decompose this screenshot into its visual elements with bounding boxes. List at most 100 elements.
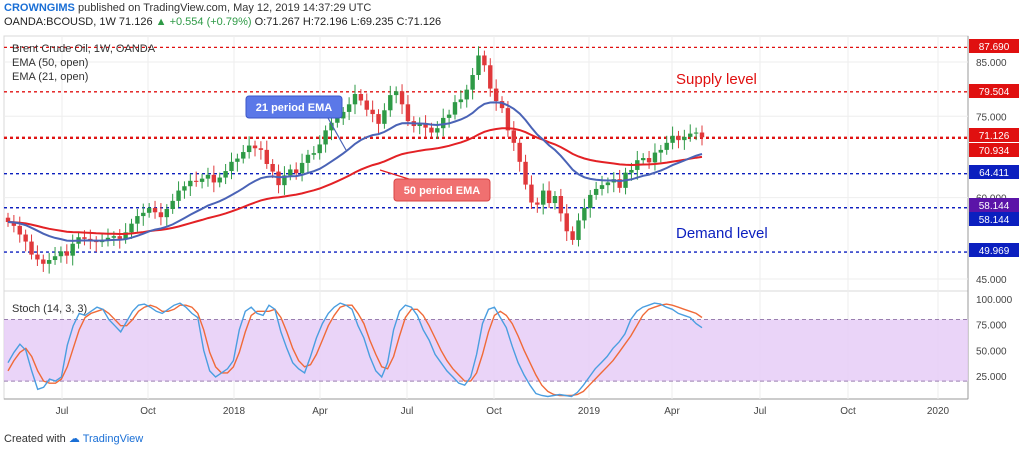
x-tick-label: Apr <box>664 406 680 417</box>
candle-down <box>488 65 493 89</box>
candle-down <box>41 259 46 264</box>
x-tick-label: 2020 <box>927 406 950 417</box>
candle-up <box>176 190 181 201</box>
ema50-callout: 50 period EMA <box>379 169 491 202</box>
candle-up <box>146 207 152 213</box>
candle-up <box>323 130 328 145</box>
stoch-k-line <box>7 302 703 398</box>
author-name[interactable]: CROWNGIMS <box>4 2 75 14</box>
horizontal-levels <box>4 46 968 253</box>
candle-down <box>82 237 87 239</box>
candle-up <box>329 122 334 131</box>
x-tick-label: Jul <box>754 406 767 417</box>
candle-down <box>646 158 652 163</box>
candle-down <box>511 130 516 143</box>
candle-down <box>17 225 22 235</box>
level-tag <box>969 243 1019 257</box>
candle-up <box>129 223 134 233</box>
open-value: O:71.267 <box>254 16 300 28</box>
level-tag <box>969 84 1019 98</box>
candle-down <box>258 148 264 150</box>
candle-up <box>317 144 322 154</box>
ema-lines <box>7 101 703 242</box>
candle-up <box>288 169 293 176</box>
ema21-pointer <box>327 117 347 151</box>
price-change: ▲ +0.554 (+0.79%) <box>155 16 252 28</box>
legend-ema21: EMA (21, open) <box>12 71 88 83</box>
ema21-callout: 21 period EMA <box>245 95 347 151</box>
candle-up <box>464 89 469 100</box>
candle-down <box>64 251 70 256</box>
footer-brand[interactable]: TradingView <box>82 433 144 445</box>
candle-up <box>458 99 464 103</box>
candle-up <box>476 55 481 76</box>
level-tag <box>969 212 1019 226</box>
tradingview-icon: ☁ <box>68 433 80 445</box>
candle-up <box>70 243 75 256</box>
candle-up <box>241 152 246 159</box>
candle-up <box>688 133 693 137</box>
candle-up <box>582 207 587 221</box>
level-tag-label: 87.690 <box>979 42 1010 53</box>
level-tag-label: 49.969 <box>979 246 1010 257</box>
candle-up <box>335 118 340 123</box>
ema50-pointer <box>379 169 413 181</box>
candle-down <box>505 108 511 131</box>
close-value: C:71.126 <box>396 16 442 28</box>
candle-up <box>188 180 193 187</box>
ema50-box-label: 50 period EMA <box>404 185 480 197</box>
stoch-label: Stoch (14, 3, 3) <box>12 303 87 315</box>
candles[interactable] <box>5 46 705 274</box>
ema21-line <box>7 101 703 242</box>
candle-up <box>299 162 305 174</box>
candle-down <box>270 163 275 172</box>
candle-up <box>235 158 240 162</box>
candle-down <box>364 100 369 110</box>
candle-down <box>558 195 564 214</box>
y-tick-label: 75.000 <box>976 112 1007 123</box>
candle-down <box>293 169 299 174</box>
candle-up <box>446 114 452 118</box>
stoch-overbought-band <box>4 319 968 382</box>
footer-created: Created with <box>4 433 66 445</box>
candle-down <box>358 94 364 101</box>
x-tick-label: Jul <box>401 406 414 417</box>
candle-up <box>576 220 581 240</box>
stoch-tick-label: 100.000 <box>976 295 1013 306</box>
candle-up <box>605 182 611 186</box>
candle-up <box>223 171 228 178</box>
candle-up <box>670 135 675 143</box>
candle-up <box>341 111 346 119</box>
candle-down <box>405 104 411 122</box>
candle-up <box>170 200 175 210</box>
candle-down <box>570 231 575 240</box>
candle-down <box>517 142 522 162</box>
low-value: L:69.235 <box>350 16 394 28</box>
level-tag-label: 58.144 <box>979 201 1010 212</box>
candle-up <box>199 178 205 182</box>
candle-up <box>552 195 558 204</box>
x-axis-labels: Jul Oct 2018 Apr Jul Oct 2019 Apr Jul Oct 2020 <box>56 406 950 417</box>
stoch-tick-label: 25.000 <box>976 372 1007 383</box>
candle-up <box>205 174 211 179</box>
candle-down <box>152 207 158 213</box>
symbol-label[interactable]: OANDA:BCOUSD, 1W <box>4 16 116 28</box>
candle-down <box>29 241 34 255</box>
level-tag-label: 71.126 <box>979 131 1010 142</box>
candle-up <box>441 117 446 129</box>
level-tag-label: 79.504 <box>979 87 1010 98</box>
candle-up <box>229 161 234 172</box>
candle-down <box>23 234 28 242</box>
last-price: 71.126 <box>118 16 153 28</box>
ema50-line <box>7 127 703 236</box>
candle-up <box>435 128 440 133</box>
level-tag-label: 70.934 <box>979 146 1010 157</box>
candle-up <box>141 212 146 217</box>
candle-down <box>546 190 552 204</box>
candle-down <box>676 135 681 141</box>
candle-down <box>370 109 375 115</box>
candle-up <box>105 237 111 240</box>
candle-up <box>593 188 599 195</box>
candle-down <box>429 127 434 133</box>
